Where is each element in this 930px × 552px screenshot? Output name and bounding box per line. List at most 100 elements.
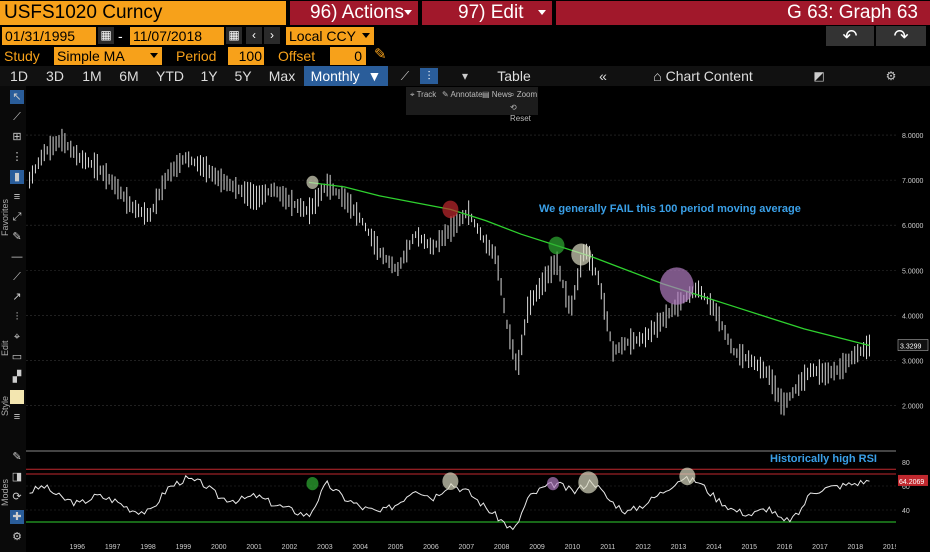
colors-icon[interactable]: ✚ — [10, 510, 24, 524]
highlight-circle — [659, 267, 694, 305]
price-tick-label: 6.0000 — [902, 223, 924, 230]
chart-content-button[interactable]: ⌂ Chart Content — [628, 66, 778, 86]
rsi-tick-label: 80 — [902, 460, 910, 467]
fib-icon[interactable]: ⫶ — [15, 311, 19, 323]
right-axis: 8.0000 7.0000 6.0000 5.0000 4.0000 3.0000 2.00… — [897, 133, 929, 515]
chevron-down-icon[interactable]: ▾ — [461, 69, 469, 83]
ray-icon[interactable]: ⟋ — [13, 271, 21, 283]
tab-6m[interactable]: 6M — [119, 68, 139, 84]
x-tick-label: 2014 — [706, 544, 722, 551]
settings-icon[interactable]: ⚙ — [12, 531, 22, 543]
undo-button[interactable]: ↶ — [826, 26, 874, 46]
price-tick-label: 2.0000 — [902, 403, 924, 410]
calendar-icon[interactable]: ▦ — [98, 27, 114, 44]
last-price-box — [897, 339, 929, 351]
collapse-icon[interactable]: « — [599, 68, 607, 84]
calendar-icon[interactable]: ▦ — [226, 27, 242, 44]
annotate-icon: ✎ — [442, 90, 451, 99]
pencil-icon[interactable]: ✎ — [12, 451, 22, 463]
cursor-icon[interactable]: ↖ — [10, 90, 24, 104]
actions-menu[interactable]: 96) Actions — [290, 1, 418, 25]
chevron-down-icon: ▼ — [363, 68, 382, 84]
bar-chart-icon[interactable]: ⫶ — [420, 68, 438, 84]
style-label: Style — [0, 395, 10, 416]
ticker-field[interactable]: USFS1020 Curncy — [0, 1, 286, 25]
bars-icon[interactable]: ▮ — [10, 170, 24, 184]
next-arrow-icon[interactable]: › — [264, 27, 280, 44]
channel-icon[interactable]: ≡ — [13, 191, 21, 203]
graph-title: G 63: Graph 63 — [556, 1, 930, 25]
track-button[interactable]: ⌖ Track — [410, 89, 436, 100]
arrow-icon[interactable]: ↗ — [12, 291, 22, 303]
ma-annotation[interactable]: We generally FAIL this 100 period moving… — [539, 203, 801, 215]
currency-select[interactable]: Local CCY — [286, 27, 374, 45]
price-tick-label: 5.0000 — [902, 268, 924, 275]
actions-label: 96) Actions — [310, 2, 404, 23]
last-price-label: 3.3299 — [900, 344, 922, 351]
tab-ytd[interactable]: YTD — [156, 68, 184, 84]
prev-arrow-icon[interactable]: ‹ — [246, 27, 262, 44]
pencil-icon[interactable]: ✎ — [374, 46, 387, 63]
zoom-button[interactable]: ⌕ Zoom — [510, 89, 537, 100]
edit-menu[interactable]: 97) Edit — [422, 1, 552, 25]
chevron-down-icon — [362, 33, 370, 38]
end-date-field[interactable]: 11/07/2018 — [130, 27, 224, 45]
x-tick-label: 1996 — [69, 544, 85, 551]
price-tick-label: 3.0000 — [902, 358, 924, 365]
x-tick-label: 2007 — [459, 544, 475, 551]
x-tick-label: 2016 — [777, 544, 793, 551]
draw-line-icon[interactable]: ⟋ — [13, 111, 21, 123]
x-tick-label: 2019 — [883, 544, 896, 551]
x-tick-label: 1999 — [176, 544, 192, 551]
redo-button[interactable]: ↷ — [876, 26, 926, 46]
period-field[interactable]: 100 — [228, 47, 264, 65]
pen-icon[interactable]: ✎ — [12, 231, 22, 243]
chart-mini-toolbar: ⌖ Track ✎ Annotate ▤ News ⌕ Zoom ⟲ Reset — [406, 87, 538, 123]
crosshair-icon[interactable]: ⊞ — [12, 131, 22, 143]
tab-1d[interactable]: 1D — [10, 68, 28, 84]
rsi-chart[interactable]: Historically high RSI — [26, 450, 896, 540]
start-date-field[interactable]: 01/31/1995 — [2, 27, 96, 45]
chevron-down-icon — [150, 53, 158, 58]
grid-icon[interactable]: ⋮ — [11, 151, 23, 163]
line-chart-icon[interactable]: ⟋ — [400, 69, 410, 83]
tab-max[interactable]: Max — [268, 68, 296, 84]
highlight-circle — [546, 477, 559, 491]
x-tick-label: 2002 — [282, 544, 298, 551]
tab-5y[interactable]: 5Y — [234, 68, 252, 84]
price-chart[interactable]: We generally FAIL this 100 period moving… — [26, 88, 896, 448]
annotate-button[interactable]: ✎ Annotate — [442, 89, 483, 100]
mode-icon[interactable]: ◨ — [11, 471, 23, 483]
offset-field[interactable]: 0 — [330, 47, 366, 65]
rsi-annotation[interactable]: Historically high RSI — [770, 453, 877, 465]
table-button[interactable]: Table — [497, 68, 531, 84]
color-swatch-icon[interactable] — [10, 390, 24, 404]
x-tick-label: 2000 — [211, 544, 227, 551]
annotate-label: Annotate — [450, 90, 483, 99]
news-label: News — [491, 90, 512, 99]
news-button[interactable]: ▤ News — [482, 89, 512, 100]
trend-icon[interactable]: ⤢ — [12, 211, 22, 223]
x-tick-label: 2015 — [741, 544, 757, 551]
refresh-icon[interactable]: ⟳ — [12, 491, 22, 503]
gear-icon[interactable]: ⚙ — [885, 69, 897, 83]
x-tick-label: 2006 — [423, 544, 439, 551]
highlight-circle — [442, 472, 459, 490]
frequency-select[interactable]: Monthly ▼ — [304, 66, 388, 86]
x-tick-label: 2004 — [352, 544, 368, 551]
last-rsi-label: 64.2069 — [899, 479, 924, 486]
reset-button[interactable]: ⟲ Reset — [510, 102, 538, 123]
tab-3d[interactable]: 3D — [46, 68, 64, 84]
hline-icon[interactable]: — — [11, 251, 23, 263]
text-icon[interactable]: ▭ — [11, 351, 23, 363]
select-icon[interactable]: ⌖ — [13, 331, 21, 343]
tab-1y[interactable]: 1Y — [200, 68, 218, 84]
study-select[interactable]: Simple MA — [54, 47, 162, 65]
panel-divider[interactable] — [26, 450, 896, 452]
brush-icon[interactable]: ▞ — [12, 371, 22, 383]
tab-1m[interactable]: 1M — [82, 68, 102, 84]
style-icon[interactable]: ≡ — [13, 411, 21, 423]
x-tick-label: 2003 — [317, 544, 333, 551]
edit-chart-icon[interactable]: ◩ — [813, 69, 825, 83]
highlight-circle — [442, 200, 459, 219]
